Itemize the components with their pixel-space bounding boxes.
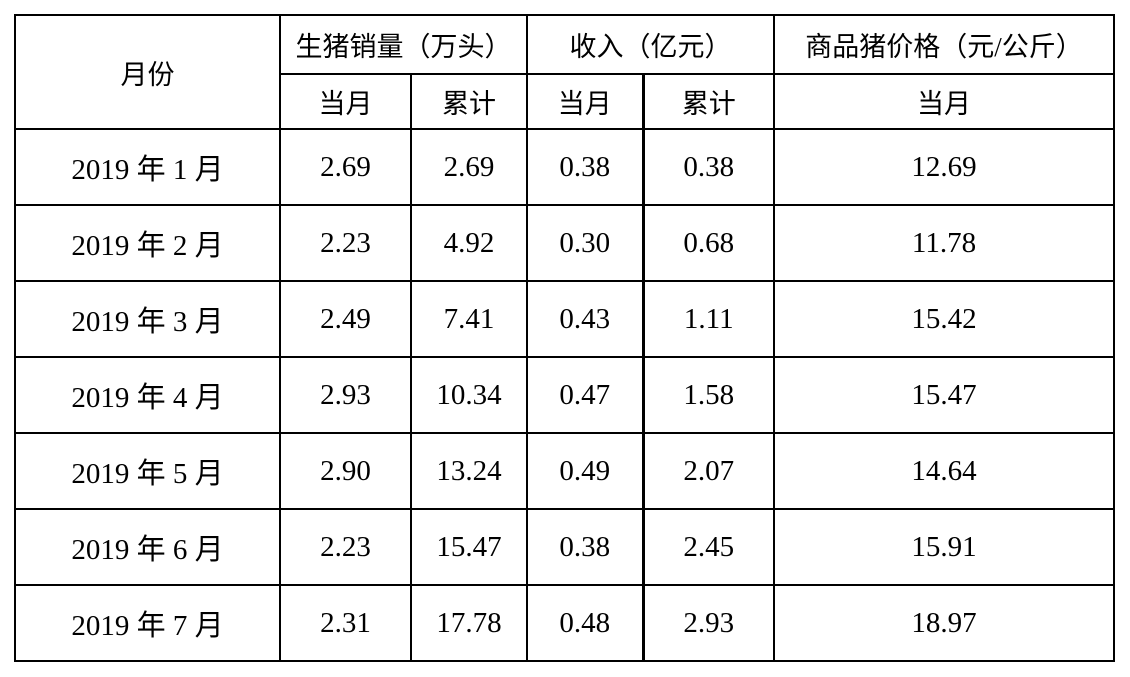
value-cell: 0.47 xyxy=(526,356,644,434)
value-cell: 10.34 xyxy=(410,356,528,434)
data-row: 2019 年 4 月 2.93 10.34 0.47 1.58 15.47 xyxy=(14,356,1115,434)
data-row: 2019 年 7 月 2.31 17.78 0.48 2.93 18.97 xyxy=(14,584,1115,662)
value-cell: 18.97 xyxy=(773,584,1115,662)
value-cell: 15.42 xyxy=(773,280,1115,358)
header-row: 月份 生猪销量（万头） 收入（亿元） 商品猪价格（元/公斤） xyxy=(14,14,1115,130)
data-row: 2019 年 2 月 2.23 4.92 0.30 0.68 11.78 xyxy=(14,204,1115,282)
value-cell: 2.23 xyxy=(279,508,412,586)
subheader-cell: 当月 xyxy=(279,73,412,130)
value-cell: 11.78 xyxy=(773,204,1115,282)
value-cell: 0.49 xyxy=(526,432,644,510)
value-cell: 7.41 xyxy=(410,280,528,358)
value-cell: 13.24 xyxy=(410,432,528,510)
header-cell: 生猪销量（万头） xyxy=(279,14,528,75)
month-cell: 2019 年 5 月 xyxy=(14,432,281,510)
value-cell: 0.38 xyxy=(526,128,644,206)
value-cell: 2.90 xyxy=(279,432,412,510)
data-row: 2019 年 5 月 2.90 13.24 0.49 2.07 14.64 xyxy=(14,432,1115,510)
month-cell: 2019 年 2 月 xyxy=(14,204,281,282)
value-cell: 2.93 xyxy=(641,584,775,662)
subheader-row: 当月 累计 当月 累计 当月 xyxy=(15,73,1115,130)
value-cell: 0.48 xyxy=(526,584,644,662)
month-cell: 2019 年 6 月 xyxy=(14,508,281,586)
value-cell: 2.93 xyxy=(279,356,412,434)
month-cell: 2019 年 4 月 xyxy=(14,356,281,434)
table-body: 月份 生猪销量（万头） 收入（亿元） 商品猪价格（元/公斤） 当月 累计 当月 … xyxy=(14,14,1115,662)
data-row: 2019 年 6 月 2.23 15.47 0.38 2.45 15.91 xyxy=(14,508,1115,586)
header-cell: 商品猪价格（元/公斤） xyxy=(773,14,1115,75)
value-cell: 1.11 xyxy=(641,280,775,358)
value-cell: 0.68 xyxy=(641,204,775,282)
value-cell: 15.47 xyxy=(410,508,528,586)
value-cell: 14.64 xyxy=(773,432,1115,510)
subheader-cell: 当月 xyxy=(773,73,1115,130)
value-cell: 4.92 xyxy=(410,204,528,282)
value-cell: 0.43 xyxy=(526,280,644,358)
value-cell: 1.58 xyxy=(641,356,775,434)
subheader-cell: 当月 xyxy=(526,73,644,130)
header-cell: 月份 xyxy=(14,14,281,130)
header-cell: 收入（亿元） xyxy=(526,14,775,75)
data-row: 2019 年 1 月 2.69 2.69 0.38 0.38 12.69 xyxy=(14,128,1115,206)
value-cell: 17.78 xyxy=(410,584,528,662)
value-cell: 0.38 xyxy=(526,508,644,586)
value-cell: 12.69 xyxy=(773,128,1115,206)
subheader-cell: 累计 xyxy=(641,73,775,130)
subheader-cell: 累计 xyxy=(410,73,528,130)
value-cell: 0.38 xyxy=(641,128,775,206)
data-table: 月份 生猪销量（万头） 收入（亿元） 商品猪价格（元/公斤） 当月 累计 当月 … xyxy=(14,14,1115,662)
value-cell: 2.07 xyxy=(641,432,775,510)
value-cell: 15.91 xyxy=(773,508,1115,586)
value-cell: 2.45 xyxy=(641,508,775,586)
month-cell: 2019 年 1 月 xyxy=(14,128,281,206)
value-cell: 2.69 xyxy=(410,128,528,206)
data-row: 2019 年 3 月 2.49 7.41 0.43 1.11 15.42 xyxy=(14,280,1115,358)
month-cell: 2019 年 3 月 xyxy=(14,280,281,358)
value-cell: 15.47 xyxy=(773,356,1115,434)
month-cell: 2019 年 7 月 xyxy=(14,584,281,662)
value-cell: 2.49 xyxy=(279,280,412,358)
value-cell: 2.69 xyxy=(279,128,412,206)
value-cell: 0.30 xyxy=(526,204,644,282)
value-cell: 2.23 xyxy=(279,204,412,282)
value-cell: 2.31 xyxy=(279,584,412,662)
